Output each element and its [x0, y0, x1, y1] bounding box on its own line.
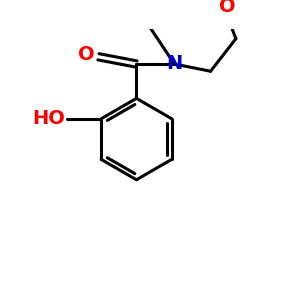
- Text: N: N: [166, 54, 182, 73]
- Text: HO: HO: [32, 109, 65, 128]
- Text: O: O: [78, 46, 95, 64]
- Text: O: O: [219, 0, 236, 16]
